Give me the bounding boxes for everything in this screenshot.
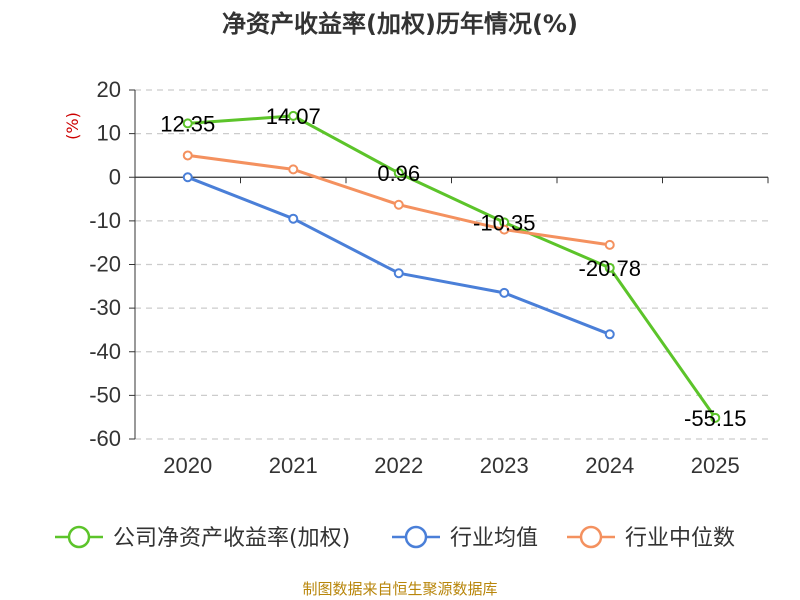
legend-swatch-marker bbox=[579, 525, 603, 549]
y-tick-label: -40 bbox=[89, 339, 121, 364]
legend-label: 公司净资产收益率(加权) bbox=[113, 526, 350, 551]
y-tick-label: -20 bbox=[89, 252, 121, 277]
data-label: 0.96 bbox=[377, 161, 420, 186]
series-lines bbox=[182, 110, 721, 423]
gridlines bbox=[135, 89, 768, 440]
data-point bbox=[182, 150, 193, 161]
data-point bbox=[393, 268, 404, 279]
data-point bbox=[710, 412, 721, 423]
data-point bbox=[499, 287, 510, 298]
legend-swatch-marker bbox=[404, 525, 428, 549]
x-tick-label: 2024 bbox=[585, 453, 634, 478]
legend-label: 行业均值 bbox=[450, 526, 538, 551]
data-point bbox=[499, 224, 510, 235]
y-tick-label: -30 bbox=[89, 295, 121, 320]
legend-label: 行业中位数 bbox=[625, 526, 735, 551]
data-point bbox=[604, 329, 615, 340]
x-tick-label: 2022 bbox=[374, 453, 423, 478]
y-tick-label: 0 bbox=[109, 164, 121, 189]
source-note: 制图数据来自恒生聚源数据库 bbox=[302, 580, 497, 598]
data-labels: 12.35 14.07 0.96 -10.35 -20.78 -55.15 bbox=[160, 104, 746, 431]
y-tick-label: -60 bbox=[89, 426, 121, 451]
data-label: 14.07 bbox=[266, 104, 321, 129]
data-point bbox=[604, 239, 615, 250]
series-line-0 bbox=[187, 114, 717, 419]
data-label: 12.35 bbox=[160, 111, 215, 136]
data-point bbox=[393, 168, 404, 179]
x-tick-label: 2025 bbox=[691, 453, 740, 478]
x-tick-label: 2020 bbox=[163, 453, 212, 478]
y-axis-unit-label: (%) bbox=[63, 112, 82, 140]
y-tick-label: -50 bbox=[89, 382, 121, 407]
data-point bbox=[604, 262, 615, 273]
data-point bbox=[182, 118, 193, 129]
data-label: -20.78 bbox=[579, 256, 641, 281]
chart-title: 净资产收益率(加权)历年情况(%) bbox=[222, 10, 578, 38]
data-point bbox=[288, 110, 299, 121]
y-tick-label: 10 bbox=[97, 121, 121, 146]
axes: 20 10 0 -10 -20 -30 -40 -50 -60 2020 2021 2022 2023 2… bbox=[89, 77, 769, 478]
legend-swatch-marker bbox=[67, 525, 91, 549]
legend: 公司净资产收益率(加权) 行业均值 行业中位数 bbox=[55, 525, 735, 551]
y-tick-label: 20 bbox=[97, 77, 121, 102]
data-point bbox=[288, 213, 299, 224]
data-label: -55.15 bbox=[684, 406, 746, 431]
x-tick-label: 2023 bbox=[480, 453, 529, 478]
data-point bbox=[182, 172, 193, 183]
x-tick-label: 2021 bbox=[269, 453, 318, 478]
data-label: -10.35 bbox=[473, 210, 535, 235]
data-point bbox=[288, 164, 299, 175]
data-point bbox=[393, 199, 404, 210]
y-tick-label: -10 bbox=[89, 208, 121, 233]
